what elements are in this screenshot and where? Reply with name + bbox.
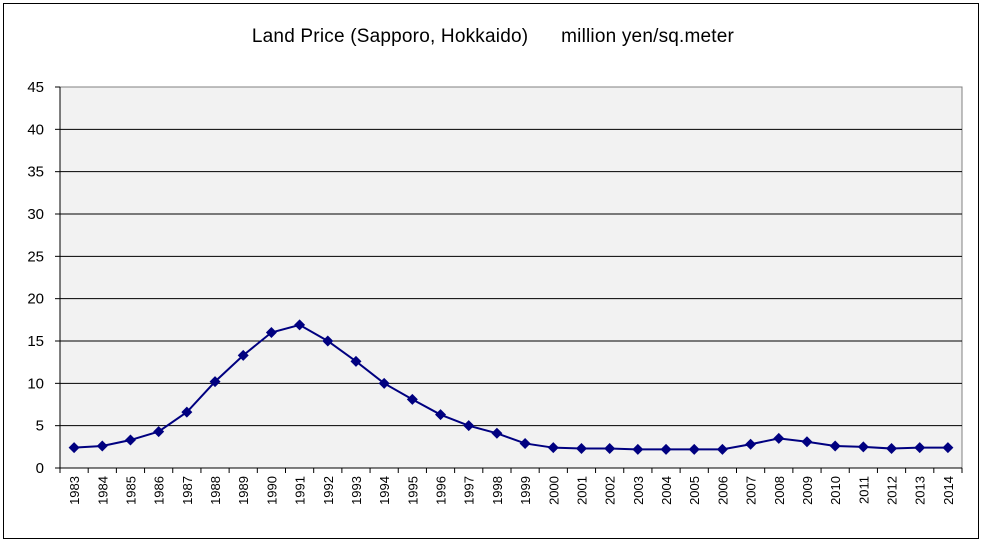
series-markers	[68, 319, 954, 455]
x-tick-label: 2000	[546, 476, 561, 505]
data-point-marker	[886, 443, 898, 455]
x-tick-label: 1985	[123, 476, 138, 505]
data-point-marker	[237, 349, 249, 361]
x-tick-label: 1988	[208, 476, 223, 505]
data-point-marker	[688, 443, 700, 455]
data-point-marker	[265, 327, 277, 339]
x-tick-label: 2011	[856, 476, 871, 504]
x-tick-label: 2002	[603, 476, 618, 505]
data-point-marker	[829, 440, 841, 452]
y-tick-label: 10	[27, 375, 44, 392]
y-tick-label: 15	[27, 333, 44, 350]
x-tick-label: 2003	[631, 476, 646, 505]
data-point-marker	[914, 442, 926, 454]
x-tick-label: 1986	[152, 476, 167, 505]
y-tick-label: 45	[27, 79, 44, 96]
x-tick-label: 1987	[180, 476, 195, 505]
data-point-marker	[942, 442, 954, 454]
data-point-marker	[773, 432, 785, 444]
data-point-marker	[801, 436, 813, 448]
gridlines	[60, 128, 962, 427]
data-point-marker	[124, 434, 136, 446]
y-tick-label: 35	[27, 164, 44, 181]
y-tick-label: 5	[36, 418, 44, 435]
y-tick-label: 25	[27, 248, 44, 265]
x-tick-label: 2014	[941, 476, 956, 505]
x-tick-label: 2010	[828, 476, 843, 505]
data-point-marker	[435, 409, 447, 421]
data-point-marker	[491, 427, 503, 439]
data-point-marker	[378, 377, 390, 389]
x-tick-label: 1994	[377, 476, 392, 505]
x-tick-label: 2012	[885, 476, 900, 505]
data-point-marker	[632, 443, 644, 455]
data-point-marker	[153, 426, 165, 438]
y-tick-label: 40	[27, 121, 44, 138]
data-point-marker	[660, 443, 672, 455]
x-tick-label: 2004	[659, 476, 674, 505]
data-point-marker	[745, 438, 757, 450]
x-tick-label: 1990	[264, 476, 279, 505]
x-tick-label: 1984	[95, 476, 110, 505]
data-point-marker	[519, 437, 531, 449]
data-point-marker	[294, 319, 306, 331]
data-point-marker	[857, 441, 869, 453]
x-tick-label: 2006	[715, 476, 730, 505]
plot-area	[59, 86, 963, 469]
x-tick-label: 1999	[518, 476, 533, 505]
y-tick-label: 0	[36, 460, 44, 477]
x-tick-label: 1992	[321, 476, 336, 505]
data-point-marker	[547, 442, 559, 454]
data-point-marker	[181, 406, 193, 418]
data-point-marker	[716, 443, 728, 455]
data-point-marker	[406, 393, 418, 405]
data-point-marker	[96, 440, 108, 452]
x-tick-label: 2009	[800, 476, 815, 505]
data-point-marker	[209, 376, 221, 388]
x-tick-label: 1995	[405, 476, 420, 505]
x-tick-label: 1989	[236, 476, 251, 505]
x-tick-label: 1983	[67, 476, 82, 505]
x-tick-label: 2008	[772, 476, 787, 505]
x-tick-label: 1996	[434, 476, 449, 505]
data-point-marker	[350, 355, 362, 367]
y-axis: 0 5 10 15 20 25 30 35 40 45	[27, 79, 61, 477]
y-tick-label: 30	[27, 206, 44, 223]
x-tick-label: 1998	[490, 476, 505, 505]
x-tick-label: 1993	[349, 476, 364, 505]
data-point-marker	[604, 443, 616, 455]
x-axis: 1983 1984 1985 1986 1987 1988 1989 1990 1991 1992…	[59, 467, 963, 505]
data-point-marker	[463, 420, 475, 432]
x-tick-label: 2005	[687, 476, 702, 505]
x-tick-label: 2001	[574, 476, 589, 505]
x-tick-label: 2007	[744, 476, 759, 505]
y-tick-label: 20	[27, 291, 44, 308]
x-tick-label: 1997	[462, 476, 477, 505]
data-point-marker	[68, 442, 80, 454]
data-point-marker	[322, 335, 334, 347]
data-point-marker	[575, 443, 587, 455]
x-tick-label: 1991	[293, 476, 308, 505]
x-tick-label: 2013	[913, 476, 928, 505]
chart-title: Land Price (Sapporo, Hokkaido) million y…	[251, 26, 735, 47]
